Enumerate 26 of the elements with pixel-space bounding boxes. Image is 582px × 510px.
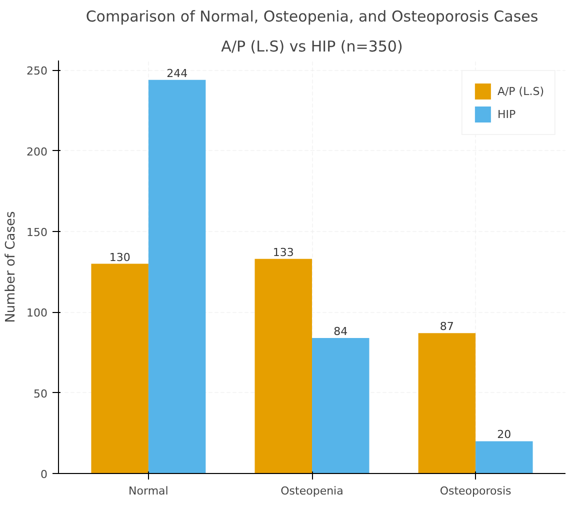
y-tick-label: 50 bbox=[34, 387, 48, 400]
x-tick-label: Osteoporosis bbox=[440, 484, 512, 498]
y-tick-label: 150 bbox=[26, 226, 48, 240]
bar bbox=[148, 80, 206, 474]
y-tick-label: 100 bbox=[26, 306, 48, 320]
data-label: 133 bbox=[272, 246, 294, 259]
y-tick-label: 250 bbox=[26, 64, 48, 78]
x-tick-label: Osteopenia bbox=[280, 484, 344, 498]
legend-label: HIP bbox=[497, 108, 517, 120]
y-axis-title: Number of Cases bbox=[4, 210, 19, 323]
chart-subtitle: A/P (L.S) vs HIP (n=350) bbox=[221, 38, 403, 56]
legend-label: A/P (L.S) bbox=[497, 84, 544, 98]
data-label: 84 bbox=[334, 324, 348, 338]
bar bbox=[91, 264, 148, 474]
bar bbox=[418, 333, 476, 474]
data-label: 244 bbox=[166, 66, 188, 80]
data-label: 87 bbox=[440, 320, 454, 334]
bar bbox=[312, 338, 370, 474]
bar bbox=[476, 441, 533, 474]
data-label: 130 bbox=[109, 250, 130, 264]
data-label: 20 bbox=[497, 428, 512, 442]
chart-title: Comparison of Normal, Osteopenia, and Osteoporosis Cases bbox=[86, 8, 538, 26]
x-tick-label: Normal bbox=[128, 484, 168, 498]
y-tick-label: 0 bbox=[40, 468, 48, 481]
y-tick-label: 200 bbox=[26, 145, 48, 158]
bar bbox=[254, 258, 312, 474]
